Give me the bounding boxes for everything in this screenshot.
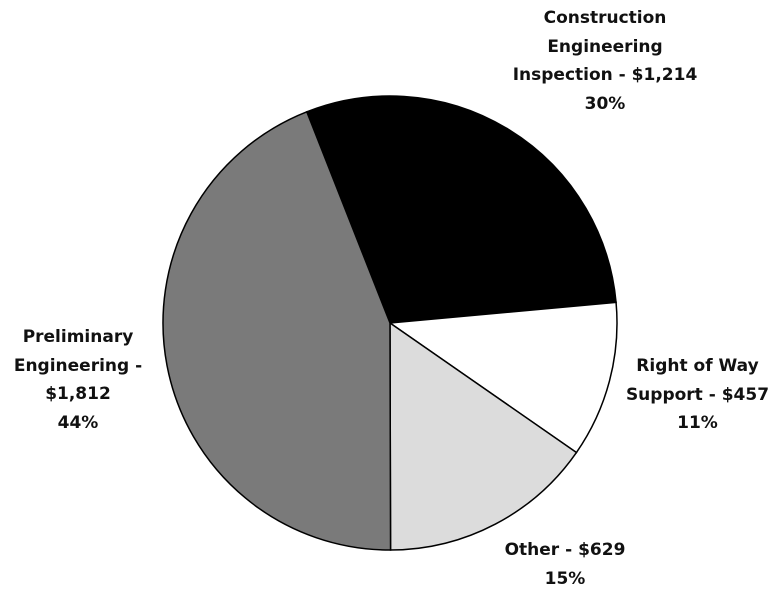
value-label: $629 <box>578 540 626 560</box>
percent-label: 15% <box>544 568 586 589</box>
value-label: $1,214 <box>631 65 698 85</box>
category-label: Preliminary Engineering - <box>13 327 143 376</box>
pie-slice <box>387 301 618 454</box>
pie-slice <box>389 321 578 551</box>
pie-slice <box>305 95 617 324</box>
category-label: Other - <box>504 540 573 560</box>
percent-label: 11% <box>677 413 718 433</box>
value-label: $1,812 <box>45 384 111 404</box>
percent-label: 44% <box>57 412 99 433</box>
pie-slice <box>162 110 392 551</box>
slice-label: Right of Way Support - $457 11% <box>615 352 780 438</box>
category-label: Construction Engineering Inspection - <box>512 8 667 85</box>
slice-label: Preliminary Engineering - $1,812 44% <box>3 323 153 437</box>
percent-label: 30% <box>584 93 626 114</box>
value-label: $457 <box>721 384 770 405</box>
slice-label: Construction Engineering Inspection - $1… <box>510 4 700 118</box>
slice-label: Other - $629 15% <box>465 536 665 593</box>
category-label: Right of Way Support - <box>625 356 759 405</box>
